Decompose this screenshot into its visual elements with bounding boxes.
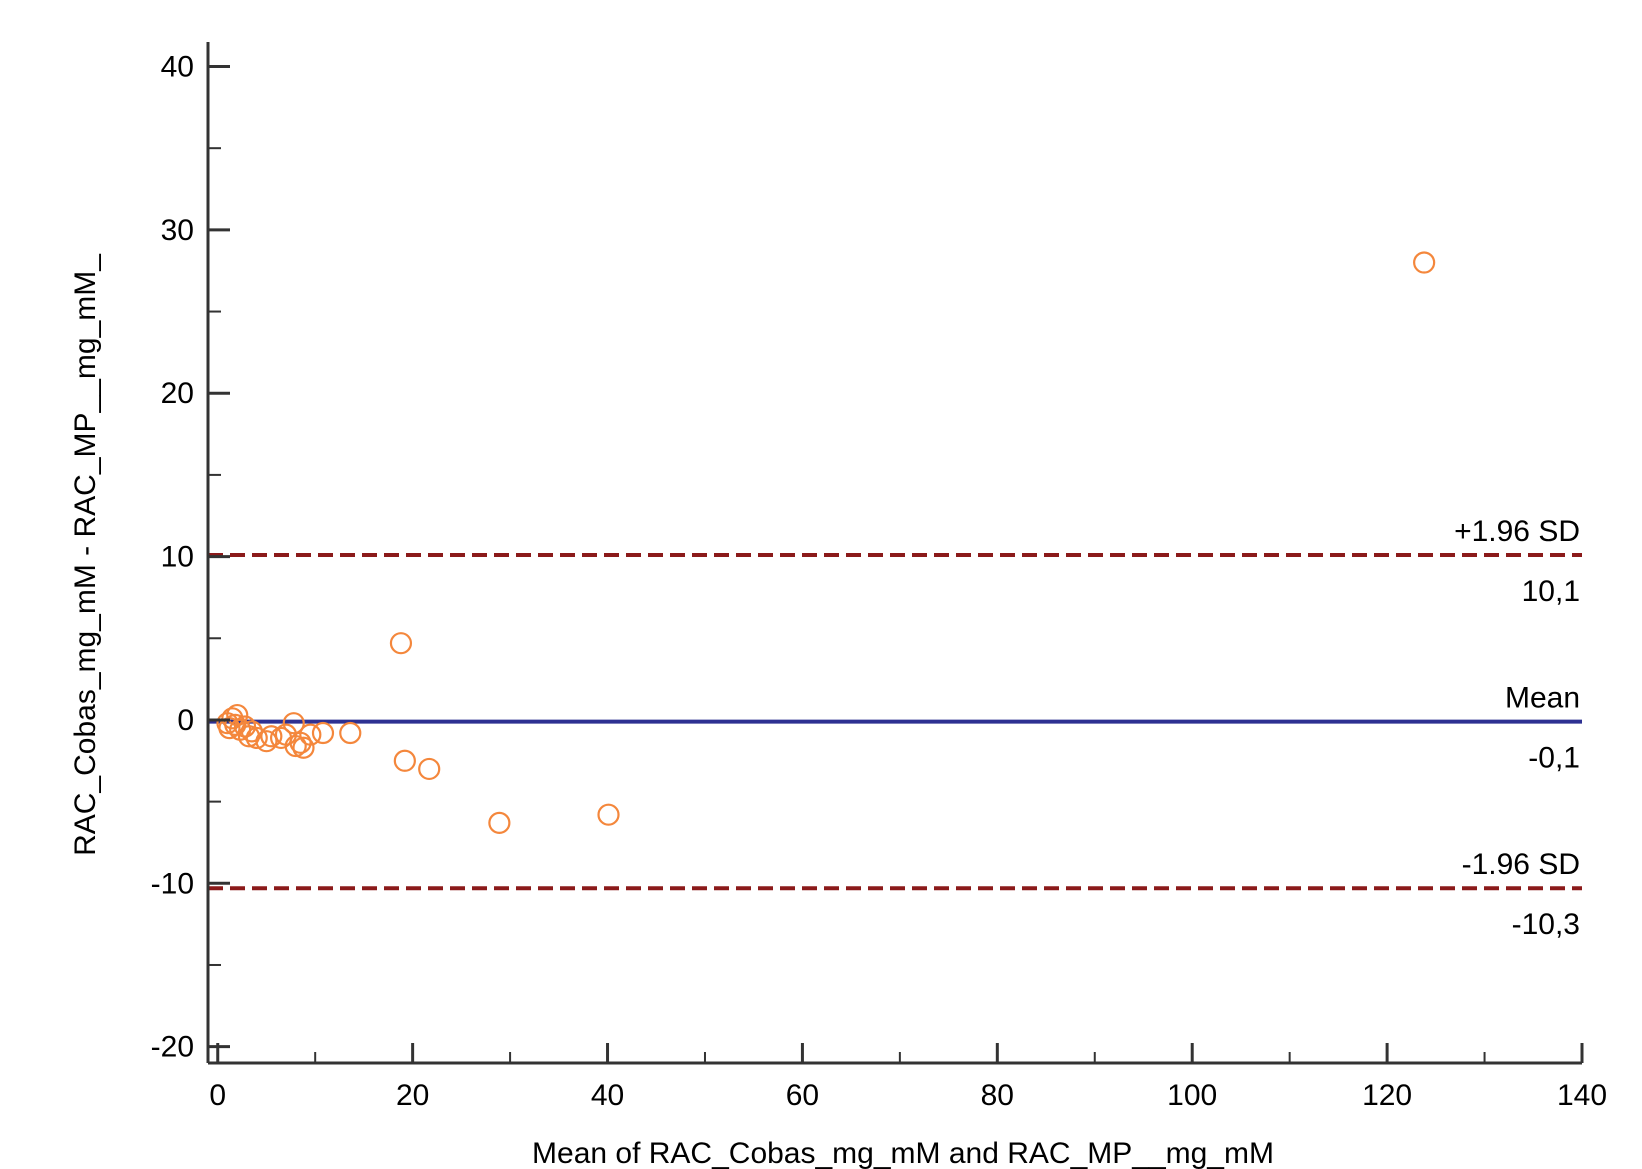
- data-point: [255, 730, 278, 753]
- reference-lines: +1.96 SD 10,1 Mean -0,1 -1.96 SD -10,3: [208, 515, 1582, 941]
- reference-label-lower: -1.96 SD: [1462, 848, 1580, 881]
- y-tick-label: 40: [161, 51, 194, 84]
- y-tick-label: 20: [161, 377, 194, 410]
- x-tick-label: 120: [1362, 1079, 1412, 1112]
- y-tick-label: 10: [161, 541, 194, 574]
- reference-value-mean: -0,1: [1528, 742, 1580, 775]
- data-point: [233, 715, 257, 738]
- data-point: [292, 736, 315, 759]
- x-tick-label: 140: [1557, 1079, 1607, 1112]
- axes: [206, 42, 1582, 1065]
- data-point: [389, 632, 413, 655]
- data-point: [245, 726, 268, 750]
- reference-value-lower: -10,3: [1512, 908, 1580, 941]
- x-tick-label: 80: [981, 1079, 1014, 1112]
- data-point: [284, 734, 307, 758]
- x-tick-label: 100: [1167, 1079, 1217, 1112]
- x-tick-label: 60: [786, 1079, 819, 1112]
- reference-label-mean: Mean: [1505, 682, 1580, 715]
- data-point: [418, 757, 441, 781]
- data-point: [311, 721, 335, 745]
- reference-label-upper: +1.96 SD: [1454, 515, 1580, 548]
- y-tick-label: -20: [151, 1031, 194, 1064]
- y-axis-title: RAC_Cobas_mg_mM - RAC_MP__mg_mM_: [69, 253, 102, 856]
- reference-value-upper: 10,1: [1522, 575, 1580, 608]
- data-point: [597, 803, 620, 826]
- data-points: [216, 251, 1436, 834]
- data-point: [339, 721, 362, 745]
- data-point: [299, 723, 322, 746]
- data-point: [260, 725, 283, 748]
- data-point: [1413, 251, 1436, 274]
- data-point: [282, 712, 305, 735]
- y-tick-label: -10: [151, 867, 194, 900]
- data-point: [393, 749, 416, 772]
- data-point: [488, 811, 511, 834]
- x-axis-title: Mean of RAC_Cobas_mg_mM and RAC_MP__mg_m…: [532, 1137, 1274, 1169]
- ticks: -20 -10 0 10 20 30 40 0 20 40 60 80 100 120 140: [151, 51, 1607, 1112]
- x-tick-label: 0: [209, 1079, 226, 1112]
- x-tick-label: 40: [591, 1079, 624, 1112]
- y-tick-label: 30: [161, 214, 194, 247]
- y-tick-label: 0: [177, 704, 194, 737]
- data-point: [226, 703, 249, 727]
- x-tick-label: 20: [396, 1079, 429, 1112]
